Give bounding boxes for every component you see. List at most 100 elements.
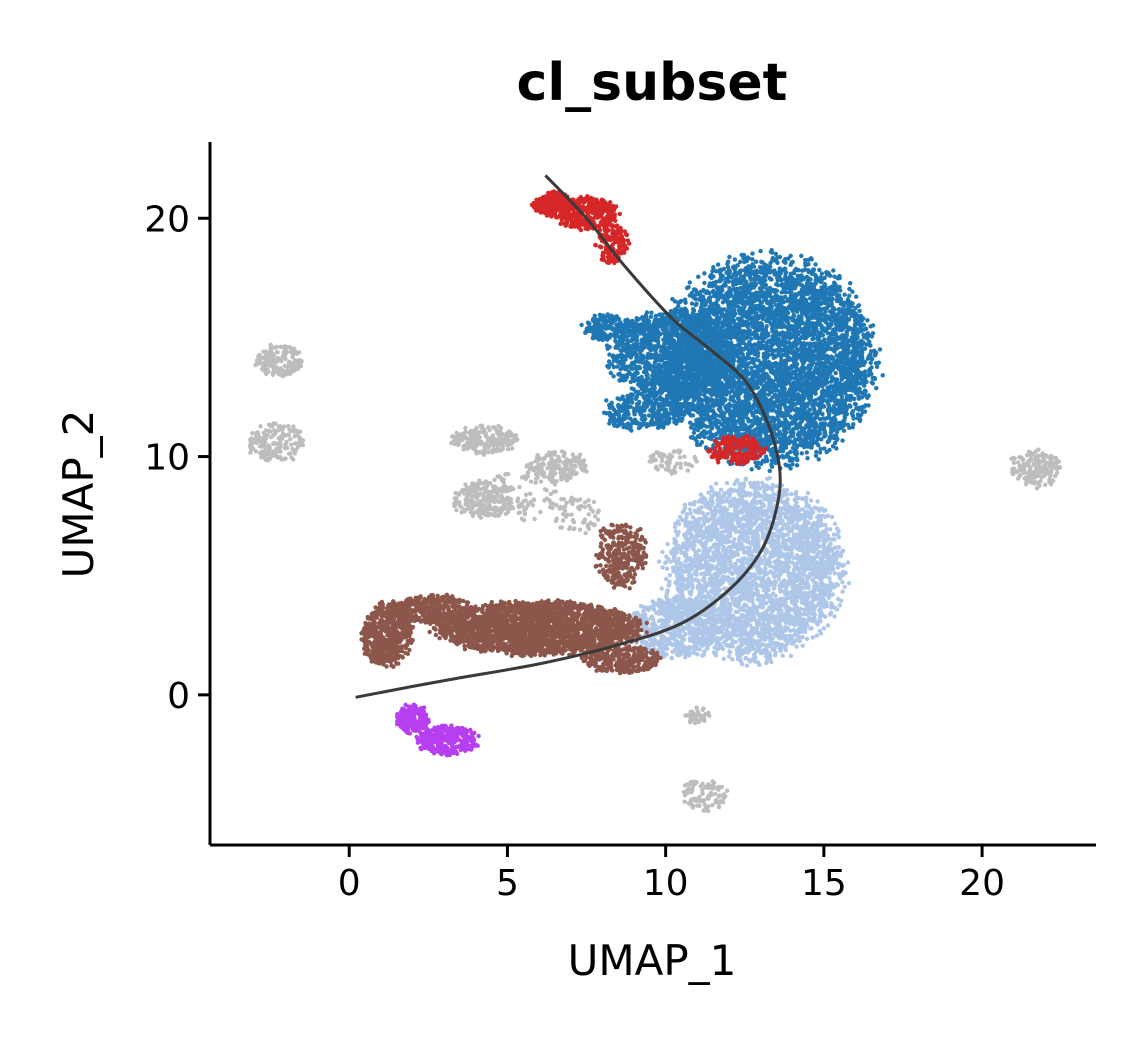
scatter-point — [492, 487, 497, 492]
scatter-point — [767, 286, 772, 292]
scatter-point — [750, 257, 755, 262]
scatter-point — [250, 446, 256, 451]
scatter-point — [704, 430, 709, 436]
scatter-point — [749, 467, 754, 472]
scatter-point — [1041, 464, 1046, 469]
scatter-point — [676, 448, 681, 453]
scatter-point — [682, 799, 687, 804]
scatter-point — [790, 462, 795, 467]
scatter-point — [459, 510, 464, 515]
scatter-point — [547, 460, 552, 466]
scatter-point — [505, 447, 511, 452]
scatter-point — [274, 344, 279, 350]
scatter-point — [452, 441, 457, 447]
scatter-point — [485, 509, 490, 514]
scatter-point — [292, 434, 297, 439]
scatter-point — [880, 373, 885, 378]
scatter-point — [694, 459, 699, 464]
scatter-point — [1020, 457, 1026, 463]
scatter-point — [769, 458, 775, 463]
scatter-point — [476, 481, 482, 486]
scatter-point — [671, 449, 676, 454]
scatter-point — [685, 468, 690, 473]
scatter-point — [283, 445, 288, 451]
scatter-point — [551, 489, 557, 494]
scatter-point — [464, 495, 469, 500]
scatter-point — [1031, 479, 1036, 485]
scatter-point — [248, 437, 253, 442]
scatter-point — [510, 433, 515, 438]
scatter-point — [276, 424, 282, 429]
scatter-point — [567, 458, 572, 463]
scatter-point — [286, 451, 292, 456]
scatter-point — [274, 450, 279, 455]
scatter-point — [702, 280, 707, 286]
scatter-point — [559, 505, 565, 511]
scatter-point — [687, 280, 692, 285]
scatter-point — [1047, 470, 1052, 475]
scatter-point — [770, 452, 775, 457]
scatter-point — [711, 784, 717, 790]
scatter-point — [688, 801, 693, 807]
scatter-point — [570, 518, 576, 523]
scatter-point — [288, 436, 293, 442]
scatter-point — [694, 418, 699, 423]
scatter-point — [581, 458, 587, 463]
scatter-point — [507, 441, 512, 446]
scatter-point — [720, 300, 726, 305]
scatter-point — [659, 464, 665, 469]
scatter-point — [847, 293, 852, 298]
scatter-point — [1018, 472, 1023, 478]
scatter-point — [650, 453, 656, 458]
scatter-point — [259, 455, 264, 460]
scatter-point — [1016, 460, 1021, 465]
scatter-point — [469, 430, 475, 436]
scatter-point — [559, 496, 564, 502]
scatter-point — [688, 413, 694, 418]
scatter-point — [577, 527, 583, 532]
scatter-point — [1034, 486, 1040, 491]
scatter-point — [479, 425, 484, 430]
scatter-point — [702, 808, 707, 813]
scatter-point — [281, 424, 287, 429]
scatter-point — [777, 254, 783, 260]
scatter-point — [696, 798, 702, 803]
scatter-point — [716, 804, 722, 810]
scatter-point — [749, 365, 754, 371]
scatter-point — [480, 448, 486, 454]
scatter-point — [544, 488, 549, 493]
scatter-point — [253, 449, 259, 454]
scatter-point — [454, 507, 459, 513]
scatter-point — [780, 311, 785, 316]
scatter-point — [857, 308, 862, 314]
scatter-point — [259, 444, 265, 449]
scatter-point — [686, 285, 691, 290]
scatter-point — [585, 524, 591, 529]
cluster-point-group — [551, 495, 601, 536]
scatter-point — [863, 326, 869, 331]
scatter-point — [275, 356, 281, 362]
scatter-point — [569, 495, 574, 500]
scatter-point — [707, 713, 712, 718]
scatter-point — [299, 359, 304, 364]
scatter-point — [865, 318, 870, 323]
scatter-point — [655, 467, 660, 472]
scatter-point — [1032, 475, 1038, 480]
scatter-point — [582, 504, 588, 510]
scatter-point — [663, 467, 668, 472]
scatter-point — [706, 796, 711, 801]
scatter-point — [1017, 454, 1022, 460]
scatter-point — [250, 431, 255, 436]
scatter-point — [775, 283, 781, 288]
scatter-point — [577, 507, 582, 512]
scatter-point — [563, 467, 568, 472]
scatter-point — [700, 791, 705, 796]
scatter-point — [286, 432, 291, 437]
scatter-point — [677, 455, 683, 460]
scatter-point — [491, 425, 496, 430]
scatter-point — [713, 800, 718, 805]
scatter-point — [248, 450, 253, 455]
scatter-point — [487, 481, 493, 486]
scatter-point — [695, 717, 700, 723]
scatter-point — [721, 795, 726, 801]
